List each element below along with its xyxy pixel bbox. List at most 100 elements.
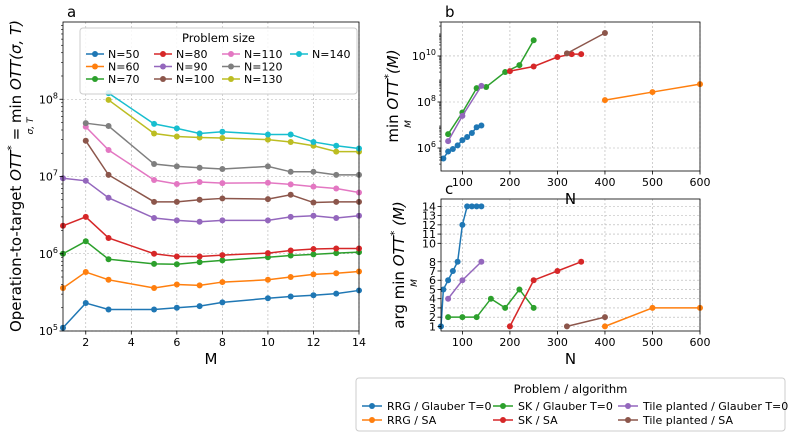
data-point xyxy=(219,299,226,306)
data-point xyxy=(478,203,485,210)
y-axis-label-subscript: σ, T xyxy=(26,116,36,134)
data-point xyxy=(554,268,561,274)
data-point xyxy=(449,146,456,153)
data-point xyxy=(173,125,180,132)
panel-label: b xyxy=(445,3,455,21)
data-point xyxy=(333,290,340,297)
legend-label: N=140 xyxy=(312,48,350,61)
y-tick-label: 4 xyxy=(429,293,436,306)
legend-problem-algorithm: Problem / algorithm RRG / Glauber T=0RRG … xyxy=(355,377,788,432)
data-point xyxy=(459,112,466,119)
data-point xyxy=(502,304,509,311)
legend-label: N=120 xyxy=(244,61,282,74)
x-tick-label: 500 xyxy=(642,336,663,349)
y-tick-label: 13 xyxy=(422,210,436,223)
legend-entry: Tile planted / Glauber T=0 xyxy=(618,400,788,413)
series-n-140 xyxy=(105,90,362,152)
legend-swatch-marker xyxy=(625,403,631,409)
data-point xyxy=(459,221,466,228)
data-point xyxy=(506,323,513,330)
data-point xyxy=(151,198,158,205)
series-line xyxy=(62,289,360,329)
y-tick-label: 12 xyxy=(422,219,436,232)
legend-entry: N=90 xyxy=(154,61,207,74)
panel-label: c xyxy=(445,180,453,198)
y-axis-label: Operation-to-target OTT* = min OTT(σ, T) xyxy=(5,20,25,332)
legend-entry: N=80 xyxy=(154,48,207,61)
data-point xyxy=(264,217,271,224)
data-point xyxy=(530,277,537,284)
legend-swatch-marker xyxy=(160,51,166,57)
y-tick-label: 5 xyxy=(429,283,436,296)
data-point xyxy=(105,306,112,313)
data-point xyxy=(173,217,180,224)
data-point xyxy=(287,293,294,300)
legend-entry: SK / Glauber T=0 xyxy=(493,400,613,413)
data-point xyxy=(82,300,89,307)
data-point xyxy=(473,314,480,321)
data-point xyxy=(502,69,509,76)
data-point xyxy=(516,62,523,69)
data-point xyxy=(459,277,466,284)
data-point xyxy=(478,82,485,89)
y-tick-label: 1010 xyxy=(412,48,436,63)
data-point xyxy=(173,304,180,311)
data-point xyxy=(82,137,89,144)
data-point xyxy=(219,166,226,173)
series-rrg-glauber-t-0 xyxy=(438,203,485,330)
data-point xyxy=(440,286,447,293)
legend-label: N=130 xyxy=(244,73,282,86)
data-point xyxy=(478,258,485,265)
legend-label: Tile planted / SA xyxy=(642,414,733,427)
legend-label: N=60 xyxy=(108,61,139,74)
series-tile-planted-sa xyxy=(563,314,608,330)
data-point xyxy=(554,54,561,61)
data-point xyxy=(333,250,340,257)
data-point xyxy=(151,306,158,313)
legend-entry: N=130 xyxy=(222,73,282,86)
data-point xyxy=(473,124,480,131)
y-tick-label: 105 xyxy=(39,323,58,338)
data-point xyxy=(287,168,294,175)
y-tick-label: 7 xyxy=(429,265,436,278)
data-point xyxy=(173,198,180,205)
legend-swatch-marker xyxy=(228,63,234,70)
panel-a: 2 4 6 8 10 12 14 105 106 107 108 a M Operation-to-tar… xyxy=(5,3,366,368)
data-point xyxy=(151,260,158,267)
series-sk-sa xyxy=(506,258,585,330)
x-tick-label: 600 xyxy=(690,176,711,189)
y-tick-label: 108 xyxy=(39,91,58,106)
data-point xyxy=(287,274,294,281)
legend-entry: RRG / SA xyxy=(362,414,437,427)
data-point xyxy=(105,276,112,283)
data-point xyxy=(105,171,112,178)
data-point xyxy=(173,180,180,187)
data-point xyxy=(219,252,226,259)
data-point xyxy=(445,131,452,138)
x-tick-label: 100 xyxy=(452,176,473,189)
data-point xyxy=(173,253,180,260)
series-line xyxy=(108,92,360,150)
data-point xyxy=(449,268,456,274)
series-line xyxy=(566,316,606,328)
series-line xyxy=(566,32,606,55)
data-point xyxy=(333,270,340,277)
data-point xyxy=(151,161,158,168)
y-tick-label: 11 xyxy=(422,228,436,241)
data-point xyxy=(219,128,226,135)
data-point xyxy=(82,238,89,245)
legend-box xyxy=(79,27,358,95)
legend-swatch-marker xyxy=(92,76,98,82)
x-tick-label: 200 xyxy=(499,336,520,349)
data-point xyxy=(310,199,317,206)
data-point xyxy=(196,259,203,266)
data-point xyxy=(264,250,271,257)
data-point xyxy=(196,196,203,203)
data-point xyxy=(468,129,475,136)
data-point xyxy=(264,196,271,203)
panel-c: 100 200 300 400 500 600123456781011121314cNar… xyxy=(355,180,788,432)
y-tick-label: 2 xyxy=(429,311,436,324)
data-point xyxy=(473,203,480,210)
data-point xyxy=(196,253,203,260)
